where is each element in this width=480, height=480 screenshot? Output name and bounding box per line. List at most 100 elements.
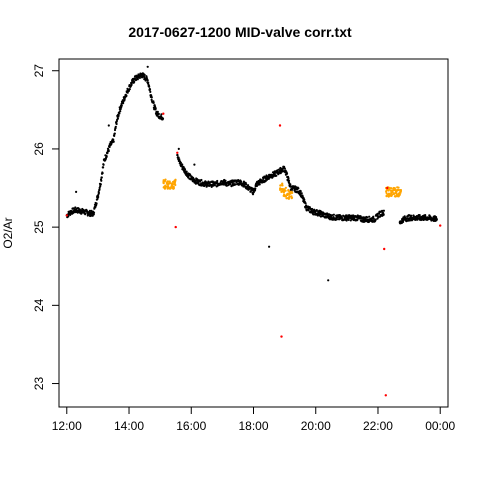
data-point (255, 184, 258, 188)
data-point (112, 138, 115, 141)
data-point (113, 128, 117, 132)
data-point (258, 183, 261, 186)
x-tick-label: 12:00 (52, 419, 82, 433)
data-point-orange (391, 193, 394, 196)
data-point (200, 178, 203, 182)
data-point (120, 106, 123, 109)
data-point-orange (279, 184, 282, 187)
data-point (177, 156, 180, 159)
data-point (251, 193, 255, 196)
x-tick-label: 16:00 (176, 419, 206, 433)
data-point (161, 117, 165, 120)
data-point-orange (162, 181, 165, 184)
data-point (368, 215, 371, 218)
data-point (402, 220, 405, 223)
data-point (216, 179, 219, 183)
y-axis-label: O2/Ar (1, 217, 15, 248)
data-point-orange (284, 186, 287, 189)
data-point-orange (391, 191, 394, 194)
chart-title: 2017-0627-1200 MID-valve corr.txt (128, 24, 352, 40)
data-point (303, 198, 306, 201)
data-point-orange (168, 187, 171, 190)
data-point (275, 174, 278, 177)
data-point (224, 179, 227, 182)
data-point-orange (163, 185, 166, 188)
data-point-orange (398, 191, 401, 194)
data-point (213, 184, 216, 187)
data-point-orange (394, 190, 398, 193)
data-point (154, 107, 157, 110)
data-point-red (65, 214, 69, 217)
data-point-orange (388, 187, 391, 190)
data-point (133, 80, 136, 83)
data-point (247, 184, 250, 187)
data-point (283, 167, 286, 170)
data-point (261, 179, 264, 182)
y-axis: 23 24 25 26 27 (32, 64, 60, 390)
data-point (356, 218, 359, 221)
y-tick-label: 24 (32, 298, 46, 312)
x-axis: 12:00 14:00 16:00 18:00 20:00 22:00 00:00 (52, 406, 456, 433)
y-tick-label: 27 (32, 64, 46, 78)
data-point-orange (164, 179, 167, 182)
data-point-red (174, 225, 177, 229)
data-point-outlier (268, 245, 271, 248)
data-point (245, 183, 248, 186)
data-point (240, 180, 243, 183)
data-point (84, 212, 87, 215)
data-point-orange (172, 186, 175, 189)
data-point (381, 209, 384, 212)
data-point-orange (285, 197, 288, 200)
data-point (156, 110, 159, 113)
data-point-orange (173, 182, 176, 185)
data-point-red (383, 247, 386, 251)
data-point (74, 206, 77, 209)
data-point-orange (167, 185, 170, 188)
y-tick-label: 26 (32, 142, 46, 156)
data-point (347, 218, 350, 221)
data-point (146, 79, 149, 82)
data-point (289, 183, 292, 186)
data-point-orange (280, 188, 283, 191)
data-point (297, 187, 300, 190)
data-point (136, 78, 139, 81)
data-point-orange (390, 187, 393, 190)
data-point (102, 163, 105, 166)
x-tick-label: 22:00 (363, 419, 393, 433)
data-point-outlier (327, 279, 330, 282)
data-point (95, 202, 98, 205)
data-point-orange (280, 190, 283, 193)
data-point (108, 145, 111, 149)
data-point (130, 83, 133, 86)
data-point (150, 96, 153, 99)
data-point (382, 209, 385, 212)
data-point-orange (385, 190, 388, 193)
data-point (372, 215, 375, 218)
data-point-orange (397, 188, 401, 192)
data-point-orange (283, 193, 286, 196)
data-point-outlier (146, 65, 149, 68)
data-point (157, 112, 160, 116)
data-point (279, 166, 282, 170)
data-point (285, 172, 289, 175)
data-point (407, 219, 410, 222)
data-point (118, 112, 121, 115)
data-point-orange (166, 180, 169, 183)
data-point (349, 219, 352, 222)
data-point (92, 211, 96, 214)
x-tick-label: 18:00 (238, 419, 268, 433)
data-point (234, 183, 237, 186)
data-point-orange (287, 189, 290, 192)
data-point (197, 181, 200, 184)
data-point (366, 216, 369, 219)
data-point (152, 101, 155, 104)
data-point (287, 177, 290, 180)
data-point (359, 215, 362, 218)
data-point (252, 191, 255, 194)
data-point (435, 216, 438, 219)
data-point (117, 114, 120, 117)
data-point (199, 180, 202, 183)
x-tick-label: 00:00 (425, 419, 455, 433)
data-point-orange (173, 180, 177, 184)
